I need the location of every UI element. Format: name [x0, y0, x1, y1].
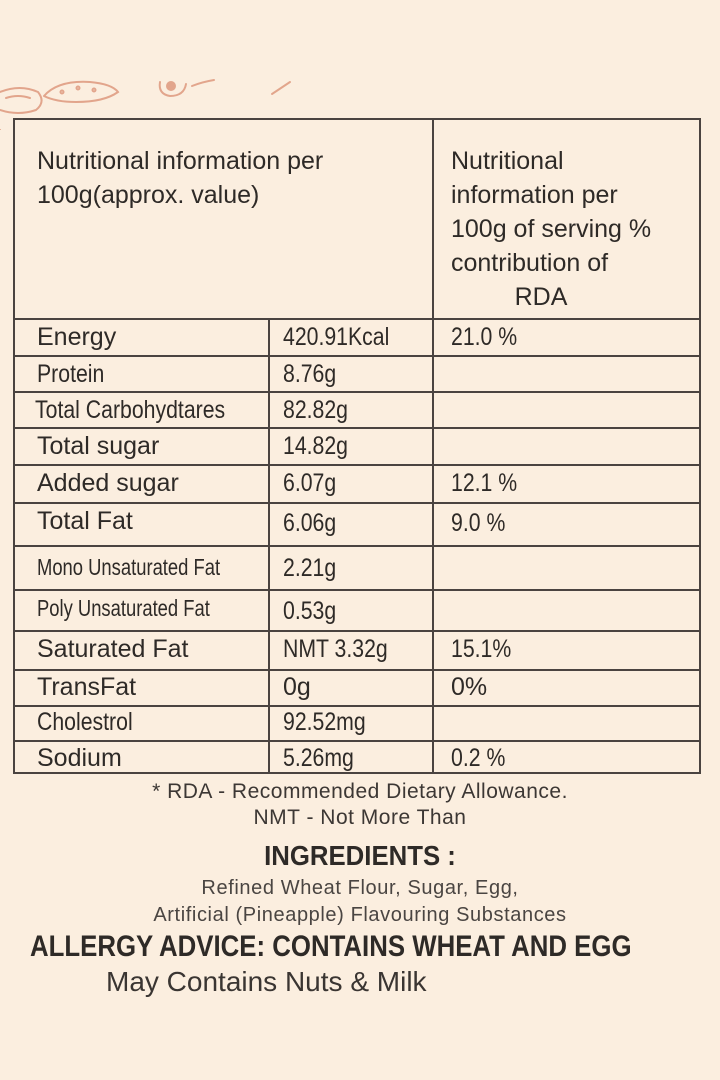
nutrient-name: Total Carbohydtares	[35, 396, 226, 424]
nutrient-value: 420.91Kcal	[283, 323, 390, 351]
header-per-100g: Nutritional information per 100g(approx.…	[37, 144, 417, 212]
ingredients-title: INGREDIENTS :	[264, 840, 456, 871]
header-right-line: 100g of serving %	[451, 215, 652, 243]
rda-percent: 21.0 %	[451, 323, 518, 351]
header-right-line: contribution of	[451, 249, 609, 277]
row-divider	[15, 502, 699, 504]
nutrient-name: Total Fat	[37, 507, 133, 535]
nutrient-name: Saturated Fat	[37, 635, 189, 663]
row-divider	[15, 669, 699, 671]
nutrient-value: 0g	[283, 673, 311, 701]
rda-percent: 0.2 %	[451, 744, 506, 772]
rda-percent: 15.1%	[451, 635, 512, 663]
ingredients-line: Artificial (Pineapple) Flavouring Substa…	[153, 904, 567, 926]
rda-percent: 0%	[451, 673, 488, 701]
nutrient-name: Cholestrol	[37, 708, 133, 736]
nutrient-value: NMT 3.32g	[283, 635, 388, 663]
nutrient-name: Energy	[37, 323, 117, 351]
row-divider	[15, 705, 699, 707]
allergy-advice: ALLERGY ADVICE: CONTAINS WHEAT AND EGG	[30, 930, 632, 963]
nutrient-value: 5.26mg	[283, 744, 354, 772]
ingredients-line: Refined Wheat Flour, Sugar, Egg,	[201, 877, 519, 899]
header-right-line: RDA	[514, 283, 568, 311]
nutrient-value: 6.07g	[283, 469, 337, 497]
rda-percent: 12.1 %	[451, 469, 518, 497]
row-divider	[15, 589, 699, 591]
nutrient-name: Added sugar	[37, 469, 179, 497]
biscuit-doodle-icon	[0, 79, 291, 130]
header-left-line: Nutritional information per	[37, 147, 324, 175]
row-divider	[15, 464, 699, 466]
rda-percent: 9.0 %	[451, 509, 506, 537]
column-divider	[432, 120, 434, 772]
rda-footnote: * RDA - Recommended Dietary Allowance.	[152, 780, 568, 803]
nutrition-table: Nutritional information per 100g(approx.…	[13, 118, 701, 774]
nutrient-name: TransFat	[37, 673, 137, 701]
row-divider	[15, 545, 699, 547]
row-divider	[15, 630, 699, 632]
may-contain-note: May Contains Nuts & Milk	[106, 966, 427, 997]
column-divider	[268, 318, 270, 772]
nutrient-value: 82.82g	[283, 396, 348, 424]
nutrient-name: Poly Unsaturated Fat	[37, 595, 210, 621]
nutrient-value: 8.76g	[283, 360, 337, 388]
header-left-line: 100g(approx. value)	[37, 181, 260, 209]
nutrient-value: 92.52mg	[283, 708, 366, 736]
row-divider	[15, 355, 699, 357]
row-divider	[15, 318, 699, 320]
nutrient-value: 6.06g	[283, 509, 337, 537]
nutrient-value: 0.53g	[283, 597, 337, 625]
row-divider	[15, 740, 699, 742]
nutrient-name: Mono Unsaturated Fat	[37, 554, 221, 580]
row-divider	[15, 427, 699, 429]
header-rda-contribution: Nutritional information per 100g of serv…	[451, 144, 691, 314]
nutrient-name: Total sugar	[37, 432, 160, 460]
row-divider	[15, 391, 699, 393]
nutrient-value: 2.21g	[283, 554, 337, 582]
header-right-line: Nutritional	[451, 147, 564, 175]
nutrient-value: 14.82g	[283, 432, 348, 460]
nmt-footnote: NMT - Not More Than	[253, 806, 467, 829]
nutrient-name: Sodium	[37, 744, 122, 772]
header-right-line: information per	[451, 181, 618, 209]
nutrient-name: Protein	[37, 360, 105, 388]
